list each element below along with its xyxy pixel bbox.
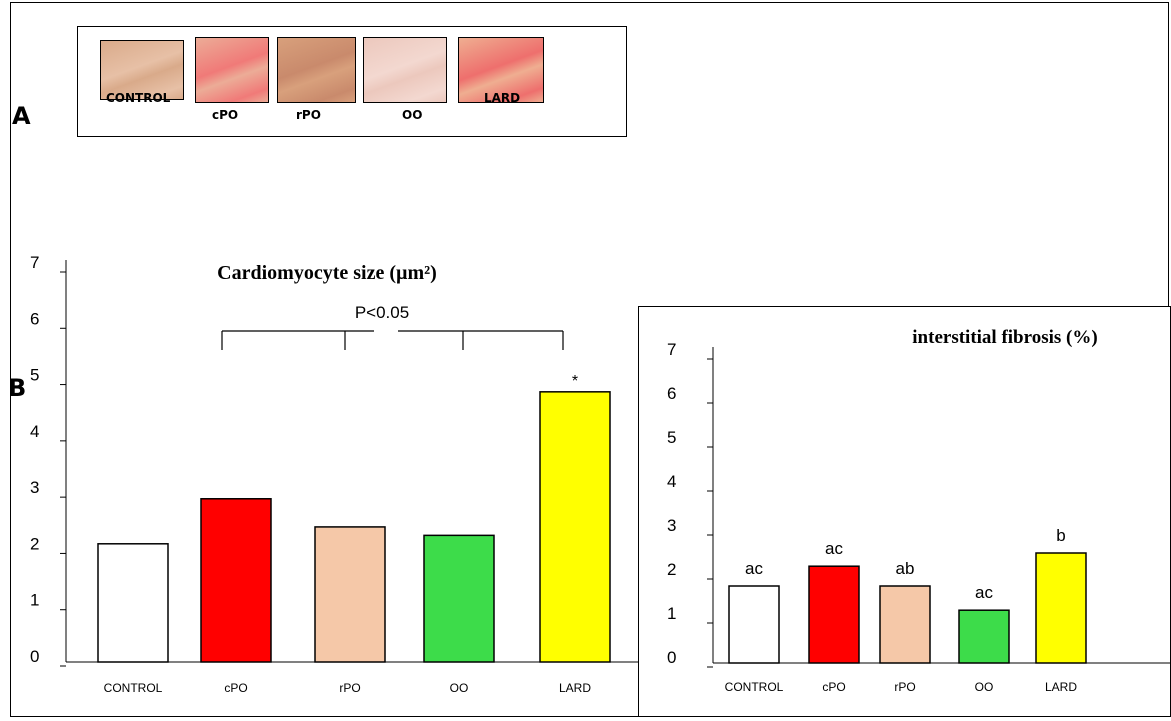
bar-oo [423,534,495,663]
bar-annotation: * [572,373,578,390]
y-tick-label: 5 [30,366,39,385]
micrograph-label: LARD [484,91,521,105]
fibrosis-chart: 0 1 2 3 4 5 6 7 CONTROL ac cPO ac rPO ab OO ac LARD b inte… [667,327,1170,694]
y-tick-label: 4 [667,472,676,491]
y-tick-label: 7 [30,253,39,272]
y-tick-label: 6 [667,384,676,403]
bar-lard [539,391,611,663]
bar-control [97,543,169,663]
y-tick-label: 0 [30,647,39,666]
y-tick-label: 1 [30,591,39,610]
micrograph-cpo [195,37,269,103]
y-tick-label: 7 [667,340,676,359]
micrograph-label: cPO [212,108,239,122]
y-tick-label: 4 [30,422,39,441]
micrograph-rpo [277,37,356,103]
y-tick-label: 1 [667,604,676,623]
micrograph-lard [458,37,544,103]
y-tick-label: 2 [667,560,676,579]
x-tick-label: rPO [894,680,915,694]
x-tick-label: OO [450,681,469,695]
y-tick-label: 3 [667,516,676,535]
bar-rpo [879,585,931,664]
y-tick-label: 3 [30,478,39,497]
bar-annotation: ac [825,539,843,558]
cardiomyocyte-chart: 0 1 2 3 4 5 6 7 CONTROL cPO rPO OO LARD * Cardiomyocyt… [30,253,640,695]
micrograph-strip: CONTROL cPO rPO OO LARD [77,26,627,137]
micrograph-label: OO [402,108,423,122]
y-tick-label: 2 [30,534,39,553]
bar-annotation: ab [896,559,915,578]
x-tick-label: rPO [339,681,360,695]
chart-title: interstitial fibrosis (%) [912,327,1097,348]
bar-cpo [808,565,860,664]
x-tick-label: cPO [224,681,247,695]
bar-oo [958,609,1010,664]
bar-annotation: ac [745,559,763,578]
micrograph-label: rPO [296,108,321,122]
y-tick-label: 0 [667,648,676,667]
chart-title: Cardiomyocyte size (µm²) [217,262,437,284]
micrograph-label: CONTROL [106,91,171,105]
x-tick-label: LARD [559,681,591,695]
y-tick-label: 6 [30,309,39,328]
bar-cpo [200,498,272,663]
y-tick-label: 5 [667,428,676,447]
micrograph-control [100,40,184,100]
significance-label: P<0.05 [355,303,409,322]
fibrosis-chart-box: 0 1 2 3 4 5 6 7 CONTROL ac cPO ac rPO ab OO ac LARD b inte… [638,306,1171,717]
x-tick-label: OO [975,680,994,694]
micrograph-oo [363,37,447,103]
bar-annotation: b [1056,526,1065,545]
bar-control [728,585,780,664]
panel-label-a: A [12,102,31,130]
bar-rpo [314,526,386,663]
x-tick-label: CONTROL [725,680,784,694]
x-tick-label: CONTROL [104,681,163,695]
panel-label-b: B [8,374,27,402]
bar-annotation: ac [975,583,993,602]
bar-lard [1035,552,1087,664]
x-tick-label: cPO [822,680,845,694]
x-tick-label: LARD [1045,680,1077,694]
